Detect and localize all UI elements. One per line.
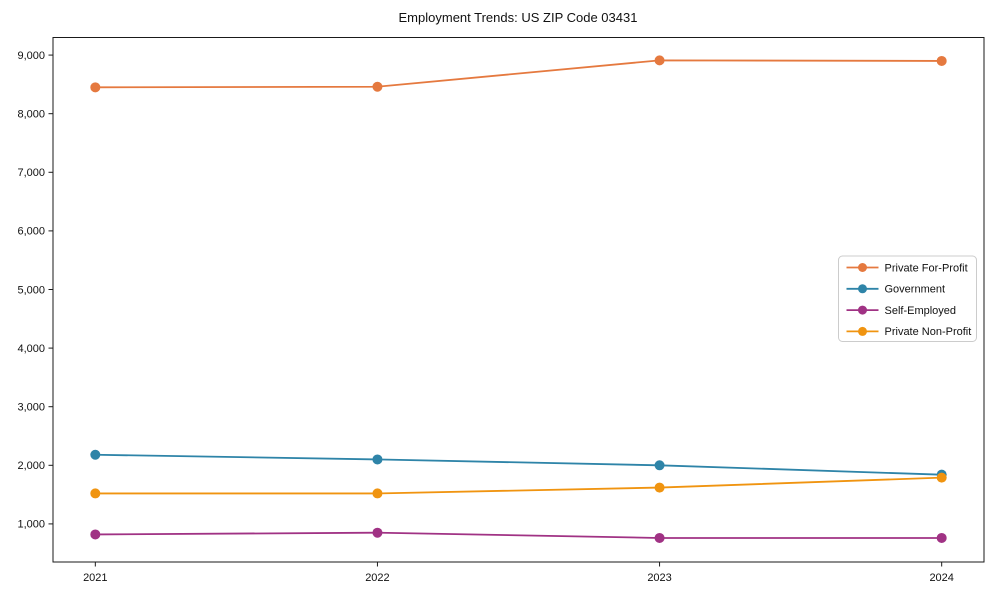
data-point [90,488,101,499]
legend-label: Government [885,284,946,296]
series-line [94,531,943,539]
data-point [936,55,947,66]
legend-layer: Private For-Profit Government Self-Employe… [838,255,977,342]
legend-entry: Private For-Profit [846,262,968,274]
data-point [654,482,665,493]
series-line [94,453,943,476]
legend-marker [858,263,867,272]
legend-entry: Government [846,284,946,296]
data-point [936,472,947,483]
data-point [90,82,101,93]
data-point [372,454,383,465]
legend-label: Private Non-Profit [885,326,972,338]
y-axis-tick-label: 3,000 [17,402,45,414]
series-layer [90,55,947,543]
plot-frame [52,37,985,563]
legend-marker [858,284,867,294]
y-axis-tick-label: 6,000 [17,226,45,238]
x-axis-tick-label: 2024 [929,572,953,584]
data-point [654,532,665,543]
data-point [654,55,665,66]
data-point [654,460,665,471]
legend-label: Self-Employed [885,305,957,317]
chart-title: Employment Trends: US ZIP Code 03431 [399,10,638,25]
series-line [94,59,943,89]
legend-label: Private For-Profit [885,262,968,274]
legend-marker [858,305,867,315]
data-point [372,488,383,499]
y-axis-tick-label: 9,000 [17,50,45,62]
data-point [372,81,383,92]
y-axis-tick-label: 5,000 [17,284,45,296]
legend-box [838,255,977,342]
series-line [94,476,943,495]
y-axis-tick-label: 4,000 [17,343,45,355]
x-axis-tick-label: 2023 [647,572,671,584]
legend-marker [858,326,867,336]
legend-entry: Self-Employed [846,305,957,317]
axes-layer: 1,000 2,000 3,000 4,000 5,000 6,000 7,000 8,000… [17,37,985,584]
x-axis-tick-label: 2021 [83,572,107,584]
y-axis-tick-label: 8,000 [17,108,45,120]
data-point [90,449,101,460]
y-axis-tick-label: 1,000 [17,519,45,531]
data-point [936,532,947,543]
x-axis-tick-label: 2022 [365,572,389,584]
data-point [90,529,101,540]
data-point [372,527,383,538]
y-axis-tick-label: 7,000 [17,167,45,179]
legend-entry: Private Non-Profit [846,326,972,338]
y-axis-tick-label: 2,000 [17,460,45,472]
